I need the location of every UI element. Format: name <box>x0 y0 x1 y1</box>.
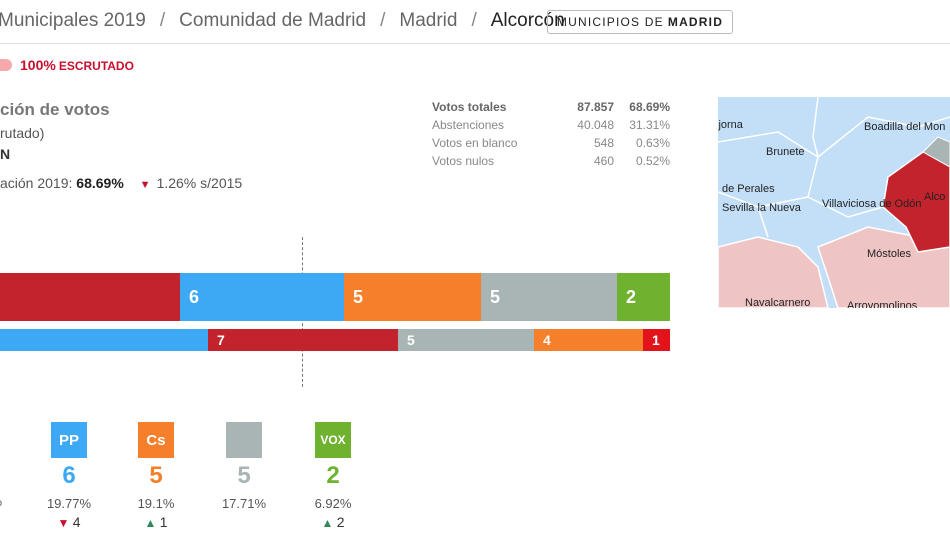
seat-change-value: 2 <box>336 514 345 530</box>
map-label: Arroyomolinos <box>847 300 918 308</box>
seat-count: 7 <box>217 332 225 348</box>
seat-segment-vox: 2 <box>617 273 670 321</box>
down-triangle-icon: ▼ <box>57 516 73 530</box>
stats-value: 87.857 <box>577 100 614 114</box>
map-label: Alco <box>924 191 946 203</box>
stats-value: 548 <box>593 136 614 150</box>
vote-stats-table: Votos totales 87.857 68.69% Abstenciones… <box>432 98 670 170</box>
stats-row: Votos en blanco 548 0.63% <box>432 134 670 152</box>
map-label: Boadilla del Mon <box>864 121 946 133</box>
cs-vote-percent: 19.1% <box>137 496 175 511</box>
breadcrumb-comunidad[interactable]: Comunidad de Madrid <box>179 10 367 31</box>
scrutiny-label: ESCRUTADO <box>58 59 134 73</box>
municipios-button[interactable]: MUNICIPIOS DE MADRID <box>547 10 733 34</box>
breadcrumb-municipales[interactable]: Municipales 2019 <box>0 10 146 31</box>
seat-segment-gris: 5 <box>481 273 617 321</box>
vox-seats: 2 <box>326 462 340 489</box>
vox-seat-change: ▲ 2 <box>303 514 363 530</box>
seat-segment-psoe: 7 <box>208 329 398 351</box>
vox-vote-percent: 6.92% <box>314 496 352 511</box>
seat-count: 1 <box>652 332 660 348</box>
seat-count: 2 <box>626 286 637 307</box>
map-regions <box>718 97 950 308</box>
seat-segment-pp <box>0 329 208 351</box>
cs-logo-icon: Cs <box>138 422 174 458</box>
header-divider <box>0 43 950 44</box>
seats-bar-2019: 6 5 5 2 <box>0 273 670 321</box>
gris-vote-percent: 17.71% <box>221 496 267 511</box>
breadcrumb-separator: / <box>471 10 477 31</box>
seat-segment-other: 1 <box>643 329 670 351</box>
stats-row: Votos nulos 460 0.52% <box>432 152 670 170</box>
winner-label: N <box>0 146 11 162</box>
scrutiny-percent: 100% <box>20 57 56 73</box>
seats-bar-2015: 7 5 4 1 <box>0 329 670 351</box>
seat-count: 5 <box>353 286 364 307</box>
vox-logo-icon: VOX <box>315 422 351 458</box>
stats-percent: 31.31% <box>629 118 670 132</box>
scrutiny-indicator-icon <box>0 59 12 71</box>
map-label: Brunete <box>766 146 805 158</box>
pp-logo-icon: PP <box>51 422 87 458</box>
scrutiny-status: 100% ESCRUTADO <box>20 57 134 73</box>
pp-seats: 6 <box>62 462 76 489</box>
map-label: Navalcarnero <box>745 297 811 308</box>
section-subtitle: rutado) <box>0 125 45 141</box>
pp-seat-change: ▼ 4 <box>39 514 99 530</box>
map-label: Villaviciosa de Odón <box>822 198 922 210</box>
section-title: ción de votos <box>0 100 110 119</box>
participation-label: ación 2019: <box>0 175 73 191</box>
stats-label: Votos nulos <box>432 154 495 168</box>
seat-count: 4 <box>543 332 551 348</box>
seat-segment-pp: 6 <box>180 273 344 321</box>
seat-change-value: 1 <box>159 514 168 530</box>
seat-segment-cs: 5 <box>344 273 481 321</box>
cut-percent: % <box>0 494 2 509</box>
gris-logo-icon <box>226 422 262 458</box>
down-triangle-icon: ▼ <box>139 179 151 191</box>
seat-segment-psoe <box>0 273 180 321</box>
map-label: Sevilla la Nueva <box>722 202 801 214</box>
breadcrumb-madrid[interactable]: Madrid <box>399 10 458 31</box>
participation-delta: 1.26% <box>156 175 197 191</box>
seat-change-value: 4 <box>72 514 81 530</box>
seat-count: 5 <box>407 332 415 348</box>
stats-value: 40.048 <box>577 118 614 132</box>
up-triangle-icon: ▲ <box>144 516 160 530</box>
seat-count: 5 <box>490 286 501 307</box>
breadcrumb-separator: / <box>159 10 166 31</box>
stats-label: Votos en blanco <box>432 136 518 150</box>
map-label: ijorna <box>718 119 743 131</box>
seat-count: 6 <box>189 286 200 307</box>
stats-percent: 0.63% <box>635 136 670 150</box>
participation-value: 68.69% <box>76 175 124 191</box>
stats-percent: 0.52% <box>635 154 670 168</box>
stats-value: 460 <box>593 154 614 168</box>
stats-label: Votos totales <box>432 100 507 114</box>
stats-row: Abstenciones 40.048 31.31% <box>432 116 670 134</box>
breadcrumb: Municipales 2019 / Comunidad de Madrid /… <box>0 10 565 32</box>
municipios-button-prefix: MUNICIPIOS DE <box>556 15 664 29</box>
stats-label: Abstenciones <box>432 118 505 132</box>
municipios-button-region: MADRID <box>667 15 724 29</box>
map-label: de Perales <box>722 183 775 195</box>
pp-vote-percent: 19.77% <box>46 496 92 511</box>
gris-seats: 5 <box>237 462 251 489</box>
seat-segment-gris: 5 <box>398 329 534 351</box>
stats-row: Votos totales 87.857 68.69% <box>432 98 670 116</box>
up-triangle-icon: ▲ <box>321 516 337 530</box>
breadcrumb-current: Alcorcón <box>490 10 565 31</box>
breadcrumb-separator: / <box>380 10 386 31</box>
seat-segment-cs: 4 <box>534 329 643 351</box>
municipality-map[interactable]: ijorna Boadilla del Mon Brunete de Peral… <box>718 97 950 308</box>
map-label: Móstoles <box>867 248 912 260</box>
cs-seat-change: ▲ 1 <box>126 514 186 530</box>
stats-percent: 68.69% <box>629 100 670 114</box>
participation-delta-suffix: s/2015 <box>200 175 243 191</box>
participation-line: ación 2019: 68.69% ▼ 1.26% s/2015 <box>0 175 242 191</box>
cs-seats: 5 <box>149 462 163 489</box>
